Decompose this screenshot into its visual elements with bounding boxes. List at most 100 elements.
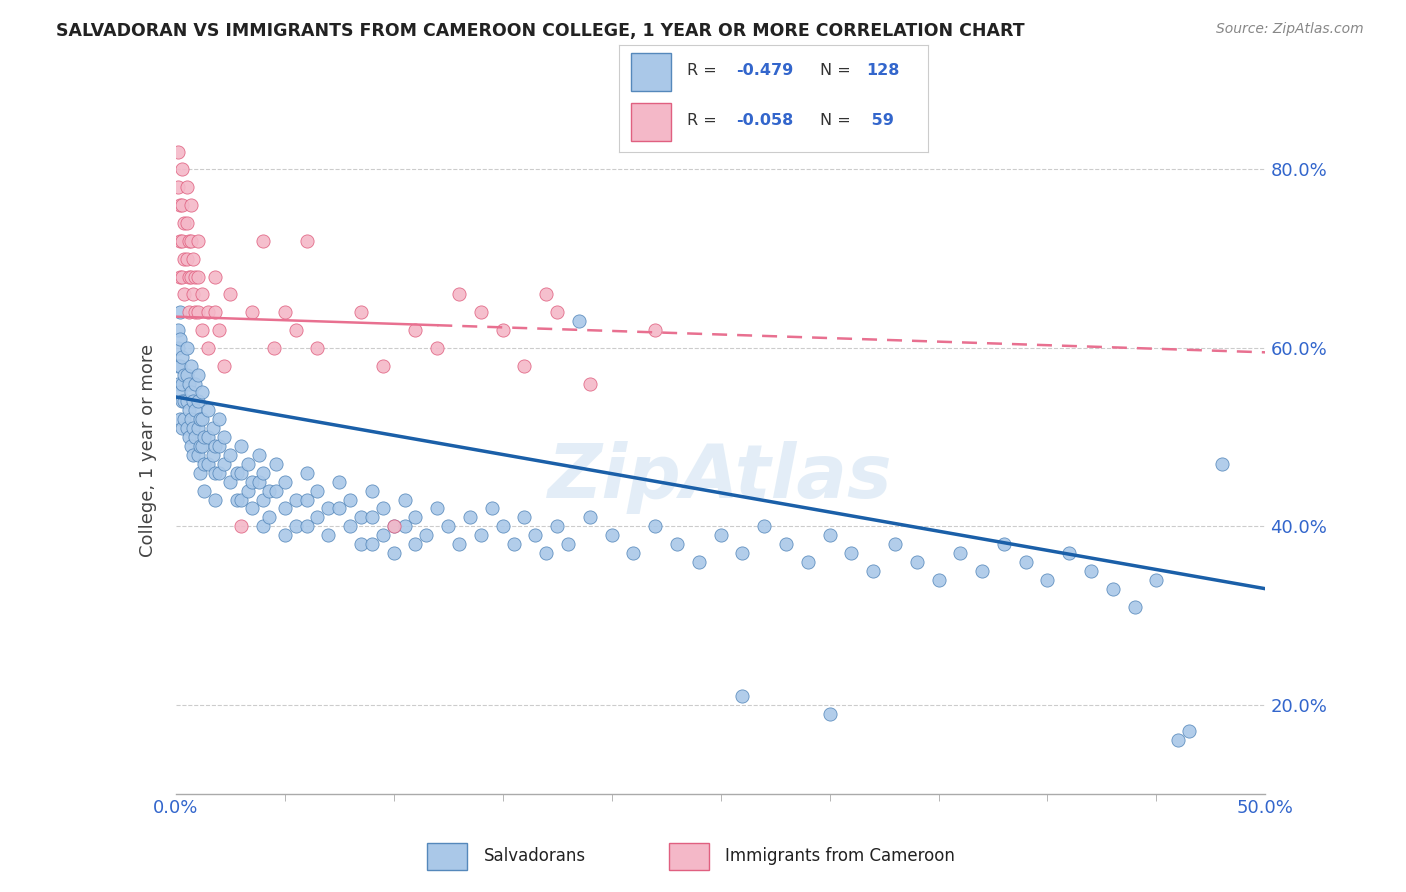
Point xyxy=(191,287,214,301)
Point xyxy=(188,466,211,480)
Point xyxy=(181,287,204,301)
Point xyxy=(219,287,242,301)
Point xyxy=(295,519,318,533)
Point xyxy=(177,269,200,284)
FancyBboxPatch shape xyxy=(631,54,671,91)
Text: N =: N = xyxy=(820,113,851,128)
Point xyxy=(231,466,253,480)
Point xyxy=(236,483,259,498)
Point xyxy=(180,439,202,453)
Point xyxy=(180,269,202,284)
Point xyxy=(458,510,481,524)
Point xyxy=(180,412,202,426)
Point xyxy=(212,359,235,373)
Point xyxy=(318,528,340,542)
Point xyxy=(177,305,200,319)
Text: Immigrants from Cameroon: Immigrants from Cameroon xyxy=(725,847,955,865)
Point xyxy=(1036,573,1059,587)
Point xyxy=(600,528,623,542)
Text: Salvadorans: Salvadorans xyxy=(484,847,586,865)
Point xyxy=(204,466,226,480)
Point xyxy=(371,501,394,516)
Point xyxy=(193,483,215,498)
Text: 59: 59 xyxy=(866,113,894,128)
Point xyxy=(274,528,297,542)
Point xyxy=(818,528,841,542)
Point xyxy=(186,234,209,248)
Point xyxy=(247,448,270,462)
Point xyxy=(208,323,231,337)
Point xyxy=(208,466,231,480)
Point xyxy=(1178,724,1201,739)
Point xyxy=(177,403,200,417)
Point xyxy=(169,198,191,212)
Text: R =: R = xyxy=(686,113,717,128)
Point xyxy=(231,519,253,533)
Point xyxy=(666,537,689,551)
Point xyxy=(754,519,776,533)
Point xyxy=(204,492,226,507)
Point xyxy=(169,385,191,400)
Point xyxy=(172,376,194,391)
Point xyxy=(274,501,297,516)
Point xyxy=(295,234,318,248)
Point xyxy=(208,439,231,453)
Point xyxy=(247,475,270,489)
Point xyxy=(382,546,405,560)
Point xyxy=(173,216,195,230)
Point xyxy=(513,359,536,373)
Point xyxy=(219,475,242,489)
Point xyxy=(360,510,382,524)
Point xyxy=(1080,564,1102,578)
Point xyxy=(173,287,195,301)
Point xyxy=(184,305,207,319)
Point xyxy=(492,519,515,533)
Point xyxy=(502,537,524,551)
Point xyxy=(371,528,394,542)
Point xyxy=(307,483,329,498)
Point xyxy=(197,341,219,355)
Point xyxy=(236,457,259,471)
Point xyxy=(1144,573,1167,587)
Point xyxy=(167,341,190,355)
Point xyxy=(318,501,340,516)
Text: N =: N = xyxy=(820,63,851,78)
Point xyxy=(188,439,211,453)
Point xyxy=(176,421,198,435)
Point xyxy=(169,234,191,248)
Point xyxy=(264,483,287,498)
Point xyxy=(204,269,226,284)
Point xyxy=(176,216,198,230)
Point xyxy=(621,546,644,560)
Point xyxy=(193,430,215,444)
Point xyxy=(274,305,297,319)
Point xyxy=(360,537,382,551)
Point xyxy=(172,234,194,248)
Point xyxy=(775,537,797,551)
Point xyxy=(186,448,209,462)
Point xyxy=(197,430,219,444)
Point xyxy=(167,359,190,373)
Point xyxy=(197,403,219,417)
Point xyxy=(905,555,928,569)
Point xyxy=(172,269,194,284)
Point xyxy=(1167,733,1189,747)
Y-axis label: College, 1 year or more: College, 1 year or more xyxy=(139,344,157,557)
Point xyxy=(193,457,215,471)
Point xyxy=(184,376,207,391)
Point xyxy=(1015,555,1038,569)
Point xyxy=(884,537,907,551)
Point xyxy=(818,706,841,721)
Point xyxy=(862,564,884,578)
Point xyxy=(173,412,195,426)
Point xyxy=(191,323,214,337)
Point xyxy=(415,528,437,542)
Point xyxy=(172,350,194,364)
Point xyxy=(191,385,214,400)
Point xyxy=(284,323,307,337)
Point xyxy=(169,359,191,373)
Text: Source: ZipAtlas.com: Source: ZipAtlas.com xyxy=(1216,22,1364,37)
Text: -0.058: -0.058 xyxy=(737,113,793,128)
Point xyxy=(184,403,207,417)
Point xyxy=(176,368,198,382)
